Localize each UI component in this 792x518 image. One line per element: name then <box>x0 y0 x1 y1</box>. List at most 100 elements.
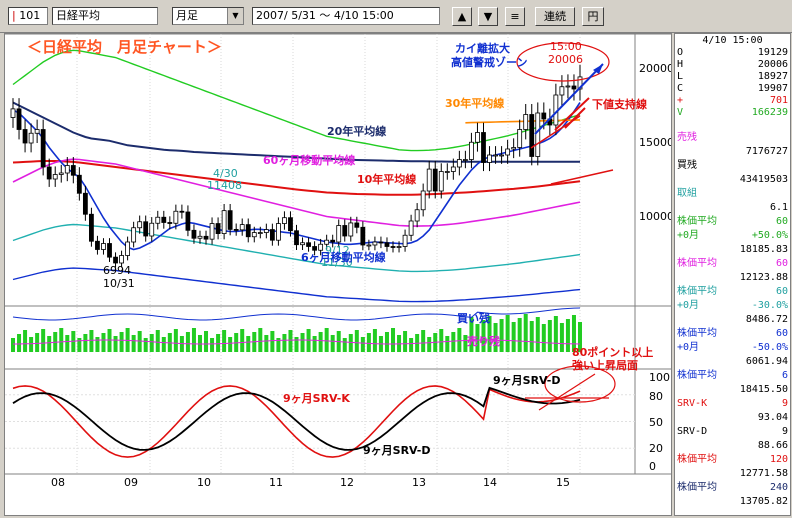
ohlc-label: H <box>677 59 684 70</box>
candle-body <box>438 171 444 192</box>
stock-code-value: 101 <box>19 9 41 22</box>
candle-body <box>462 159 468 161</box>
period-select[interactable]: 月足 ▼ <box>172 7 244 25</box>
chart-area[interactable]: 20000 15000 10000 100 80 50 20 0 08 09 1… <box>4 33 674 516</box>
candle-body <box>354 222 360 228</box>
osc-arrow <box>538 373 596 411</box>
continuous-button[interactable]: 連続 <box>535 7 575 26</box>
buy-volume-bar <box>131 335 136 352</box>
candle-body <box>155 216 161 224</box>
indicator-row: +0月 -50.0% <box>677 342 788 354</box>
panel-header: 4/10 15:00 <box>677 35 788 47</box>
candle-body <box>263 229 269 233</box>
indicator-row: 13705.82 <box>677 496 788 508</box>
indicator-value: 88.66 <box>757 440 788 451</box>
indicator-value: 93.04 <box>757 412 788 423</box>
buy-volume-bar <box>559 323 564 352</box>
buy-volume-bar <box>523 314 528 352</box>
ohlc-row: V 166239 <box>677 107 788 119</box>
ohlc-row: L 18927 <box>677 71 788 83</box>
down-arrow-icon: ▼ <box>483 10 493 23</box>
menu-button[interactable]: ≡ <box>505 7 525 26</box>
stock-name-field[interactable]: 日経平均 <box>52 7 158 25</box>
indicator-row: 株価平均 120 <box>677 454 788 466</box>
buy-volume-bar <box>288 330 293 352</box>
candle-body <box>288 217 293 232</box>
next-button[interactable]: ▼ <box>478 7 498 26</box>
srv-d-line <box>12 386 581 451</box>
buy-volume-bar <box>324 328 329 352</box>
indicator-label: 株価平均 <box>677 328 717 339</box>
annotation-low-val: 6994 <box>103 264 131 277</box>
candle-body <box>82 192 88 215</box>
osc-tick-label: 100 <box>649 371 670 384</box>
indicator-row: 18185.83 <box>677 244 788 256</box>
annotation-ma60m: 60ヶ月移動平均線 <box>263 153 355 167</box>
indicator-value: 9 <box>781 426 788 437</box>
indicator-value: 18415.50 <box>739 384 788 395</box>
indicator-row: 株価平均 60 <box>677 286 788 298</box>
buy-balance-line <box>12 307 581 321</box>
ohlc-value: 701 <box>769 95 788 106</box>
buy-volume-bar <box>282 334 287 352</box>
candle-body <box>432 168 438 192</box>
buy-volume-bar <box>191 328 196 352</box>
candle-body <box>360 226 366 246</box>
indicator-label: +0月 <box>677 342 700 353</box>
candle-body <box>342 225 348 237</box>
candle-body <box>149 222 155 237</box>
indicator-value: 43419503 <box>739 174 788 185</box>
candle-body <box>34 129 40 134</box>
ohlc-value: 18927 <box>757 71 788 82</box>
ohlc-label: V <box>677 107 684 118</box>
ohlc-label: C <box>677 83 684 94</box>
buy-volume-bar <box>409 338 414 352</box>
ma60-minus50-line <box>12 267 581 303</box>
buy-volume-bar <box>17 334 22 352</box>
chevron-down-icon[interactable]: ▼ <box>227 8 243 24</box>
candle-body <box>203 235 209 240</box>
x-axis: 08 09 10 11 12 13 14 15 <box>51 476 570 489</box>
candle-body <box>456 159 462 168</box>
indicator-row: 株価平均 60 <box>677 258 788 270</box>
candle-body <box>70 165 76 176</box>
candle-body <box>143 221 149 237</box>
candle-body <box>251 232 257 238</box>
ohlc-row: +701 <box>677 95 788 107</box>
annotation-price: 20006 <box>548 53 583 66</box>
ohlc-label: O <box>677 47 684 58</box>
candle-body <box>541 112 547 120</box>
candle-body <box>426 168 432 192</box>
candle-body <box>571 85 577 90</box>
ohlc-label: + <box>677 95 684 106</box>
buy-volume-bar <box>149 334 154 352</box>
indicator-value: 9 <box>781 398 788 409</box>
buy-volume-bar <box>578 322 582 352</box>
candle-body <box>221 210 227 234</box>
buy-volume-bar <box>535 317 540 352</box>
stock-code-field[interactable]: | 101 <box>8 7 48 25</box>
candle-body <box>306 242 311 247</box>
candle-body <box>499 154 504 157</box>
candle-body <box>348 222 354 237</box>
indicator-value: 60 <box>775 258 788 269</box>
candle-body <box>40 129 46 168</box>
candle-body <box>444 171 450 173</box>
yen-button[interactable]: 円 <box>582 7 604 26</box>
indicator-value: 6061.94 <box>745 356 788 367</box>
price-tick-label: 20000 <box>639 62 671 75</box>
buy-volume-bar <box>565 319 570 352</box>
buy-volume-bar <box>348 334 353 352</box>
indicator-row: 43419503 <box>677 174 788 186</box>
stock-name-value: 日経平均 <box>56 9 100 22</box>
buy-volume-bar <box>517 318 522 352</box>
prev-button[interactable]: ▲ <box>452 7 472 26</box>
ohlc-label: L <box>677 71 684 82</box>
candle-body <box>64 165 70 174</box>
annotation-srv-d-top: 9ヶ月SRV-D <box>493 374 560 387</box>
date-range-value: 2007/ 5/31 ～ 4/10 15:00 <box>256 9 394 22</box>
chart-title: ＜日経平均 月足チャート＞ <box>27 38 222 56</box>
date-range-field[interactable]: 2007/ 5/31 ～ 4/10 15:00 <box>252 7 440 25</box>
candle-body <box>89 213 94 242</box>
buy-volume-bar <box>505 315 510 352</box>
